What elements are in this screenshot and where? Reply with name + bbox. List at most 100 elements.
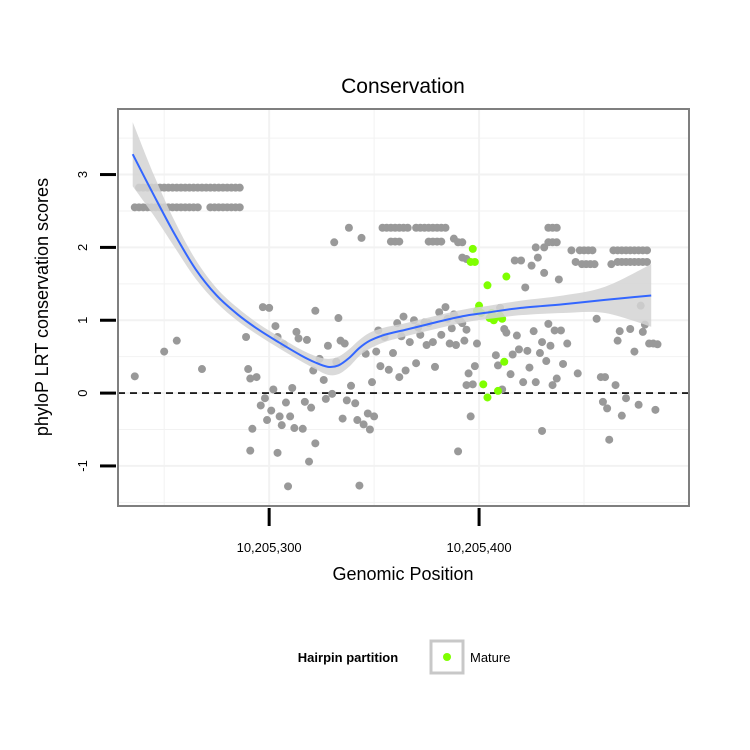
x-axis-title: Genomic Position — [332, 564, 473, 584]
data-point — [601, 373, 610, 382]
y-tick-label: 2 — [75, 244, 90, 251]
legend-label-mature: Mature — [470, 650, 510, 665]
data-point — [193, 203, 202, 212]
panel-border — [117, 108, 690, 507]
legend-title: Hairpin partition — [298, 650, 398, 665]
data-point — [334, 314, 343, 323]
data-point — [523, 346, 532, 355]
data-point — [613, 336, 622, 345]
data-point — [441, 223, 450, 232]
data-point — [607, 260, 616, 269]
data-point — [246, 446, 255, 455]
data-point — [563, 339, 572, 348]
data-point — [630, 347, 639, 356]
data-point — [514, 345, 523, 354]
data-point — [464, 369, 473, 378]
data-point — [372, 347, 381, 356]
data-point — [643, 257, 652, 266]
data-point — [256, 401, 265, 410]
data-point — [338, 414, 347, 423]
mature-point — [468, 244, 477, 253]
data-point — [267, 406, 276, 415]
data-point — [468, 380, 477, 389]
data-point — [263, 416, 272, 425]
data-point — [512, 331, 521, 340]
data-point — [269, 385, 278, 394]
y-tick-label: 3 — [75, 171, 90, 178]
data-point — [435, 308, 444, 317]
data-point — [531, 378, 540, 387]
data-point — [321, 394, 330, 403]
data-point — [300, 397, 309, 406]
data-point — [252, 373, 261, 382]
chart-title: Conservation — [341, 75, 465, 98]
data-point — [307, 403, 316, 412]
data-point — [517, 256, 526, 265]
data-point — [265, 303, 274, 312]
data-point — [519, 378, 528, 387]
data-point — [540, 268, 549, 277]
data-point — [197, 365, 206, 374]
mature-point — [493, 386, 502, 395]
data-point — [235, 183, 244, 192]
data-point — [598, 397, 607, 406]
data-point — [286, 412, 295, 421]
data-point — [535, 349, 544, 358]
data-point — [302, 335, 311, 344]
data-point — [273, 448, 282, 457]
data-point — [401, 366, 410, 375]
data-point — [510, 256, 519, 265]
data-point — [651, 405, 660, 414]
data-point — [521, 283, 530, 292]
data-point — [529, 327, 538, 336]
data-point — [284, 482, 293, 491]
mature-point — [470, 257, 479, 266]
data-point — [603, 404, 612, 413]
data-point — [502, 328, 511, 337]
data-point — [294, 334, 303, 343]
data-point — [590, 260, 599, 269]
data-point — [384, 365, 393, 374]
data-point — [567, 246, 576, 255]
y-tick-label: 0 — [75, 389, 90, 396]
mature-point — [500, 357, 509, 366]
data-point — [634, 400, 643, 409]
data-point — [298, 424, 307, 433]
legend: Hairpin partition Mature — [298, 639, 510, 675]
data-point — [260, 394, 269, 403]
data-point — [365, 425, 374, 434]
data-point — [311, 306, 320, 315]
data-point — [454, 238, 463, 247]
data-point — [368, 378, 377, 387]
data-point — [160, 347, 169, 356]
smooth-fit-line — [131, 153, 652, 369]
data-point — [328, 389, 337, 398]
data-point — [462, 381, 471, 390]
data-point — [437, 237, 446, 246]
mature-point — [483, 393, 492, 402]
data-point — [542, 357, 551, 366]
data-point — [430, 362, 439, 371]
data-point — [399, 312, 408, 321]
data-point — [493, 361, 502, 370]
data-point — [281, 398, 290, 407]
y-tick-label: -1 — [75, 460, 90, 472]
x-tick-label: 10,205,300 — [237, 540, 302, 555]
data-point — [556, 326, 565, 335]
data-point — [319, 375, 328, 384]
data-point — [605, 435, 614, 444]
data-point — [359, 420, 368, 429]
data-point — [527, 261, 536, 270]
data-point — [340, 339, 349, 348]
data-point — [405, 338, 414, 347]
data-point — [617, 411, 626, 420]
data-point — [466, 412, 475, 421]
data-point — [592, 314, 601, 323]
data-point — [552, 238, 561, 247]
data-point — [531, 243, 540, 252]
data-point — [428, 338, 437, 347]
data-point — [292, 327, 301, 336]
data-point — [271, 322, 280, 331]
data-point — [525, 363, 534, 372]
